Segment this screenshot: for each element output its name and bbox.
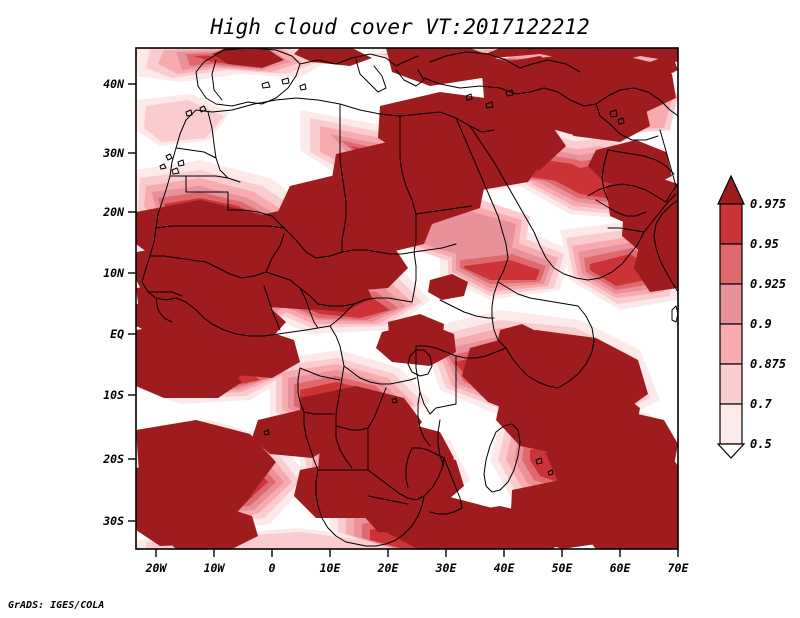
x-tick-label-70e: 70E xyxy=(668,561,690,575)
x-tick-label-30e: 30E xyxy=(435,561,458,575)
attribution-text: GrADS: IGES/COLA xyxy=(8,600,104,611)
y-tick-label-30s: 30S xyxy=(102,514,124,528)
colorbar-label-0875: 0.875 xyxy=(750,357,786,371)
colorbar: 0.975 0.95 0.925 0.9 0.875 0.7 0.5 xyxy=(716,174,786,459)
colorbar-label-07: 0.7 xyxy=(750,397,772,411)
colorbar-swatch-095 xyxy=(719,203,743,245)
chart-title: High cloud cover VT:2017122212 xyxy=(209,15,589,39)
colorbar-label-09: 0.9 xyxy=(750,317,772,331)
y-tick-label-20s: 20S xyxy=(102,452,124,466)
x-tick-label-20e: 20E xyxy=(377,561,400,575)
colorbar-swatch-050 xyxy=(719,403,743,445)
colorbar-swatch-0925 xyxy=(719,243,743,285)
colorbar-swatch-min xyxy=(716,443,746,459)
cloud-cover-field xyxy=(136,48,678,549)
x-tick-label-50e: 50E xyxy=(552,561,574,575)
colorbar-label-0925: 0.925 xyxy=(750,277,786,291)
y-tick-label-30n: 30N xyxy=(102,146,125,160)
y-tick-label-20n: 20N xyxy=(102,205,125,219)
x-tick-label-10w: 10W xyxy=(204,561,226,575)
x-tick-label-10e: 10E xyxy=(320,561,342,575)
x-tick-label-0: 0 xyxy=(269,561,276,575)
map-panel: 40N 30N 20N 10N EQ 10S 20S 30S 20W 10W 0… xyxy=(102,47,690,575)
x-tick-label-40e: 40E xyxy=(494,561,516,575)
x-tick-label-60e: 60E xyxy=(610,561,632,575)
y-tick-label-10s: 10S xyxy=(103,388,124,402)
colorbar-label-0975: 0.975 xyxy=(750,197,786,211)
colorbar-label-095: 0.95 xyxy=(750,237,779,251)
colorbar-swatch-070 xyxy=(719,363,743,405)
y-axis: 40N 30N 20N 10N EQ 10S 20S 30S xyxy=(102,77,136,528)
x-axis: 20W 10W 0 10E 20E 30E 40E 50E 60E 70E xyxy=(145,549,690,575)
map-frame xyxy=(135,47,679,550)
cloud-band-0975 xyxy=(136,48,678,549)
colorbar-label-05: 0.5 xyxy=(750,437,772,451)
colorbar-swatch-0875 xyxy=(719,323,743,365)
coastlines-and-borders xyxy=(141,48,678,547)
y-tick-label-40n: 40N xyxy=(103,77,125,91)
y-tick-label-eq: EQ xyxy=(110,327,124,341)
colorbar-swatch-090 xyxy=(719,283,743,325)
y-tick-label-10n: 10N xyxy=(103,266,125,280)
x-tick-label-20w: 20W xyxy=(145,561,168,575)
